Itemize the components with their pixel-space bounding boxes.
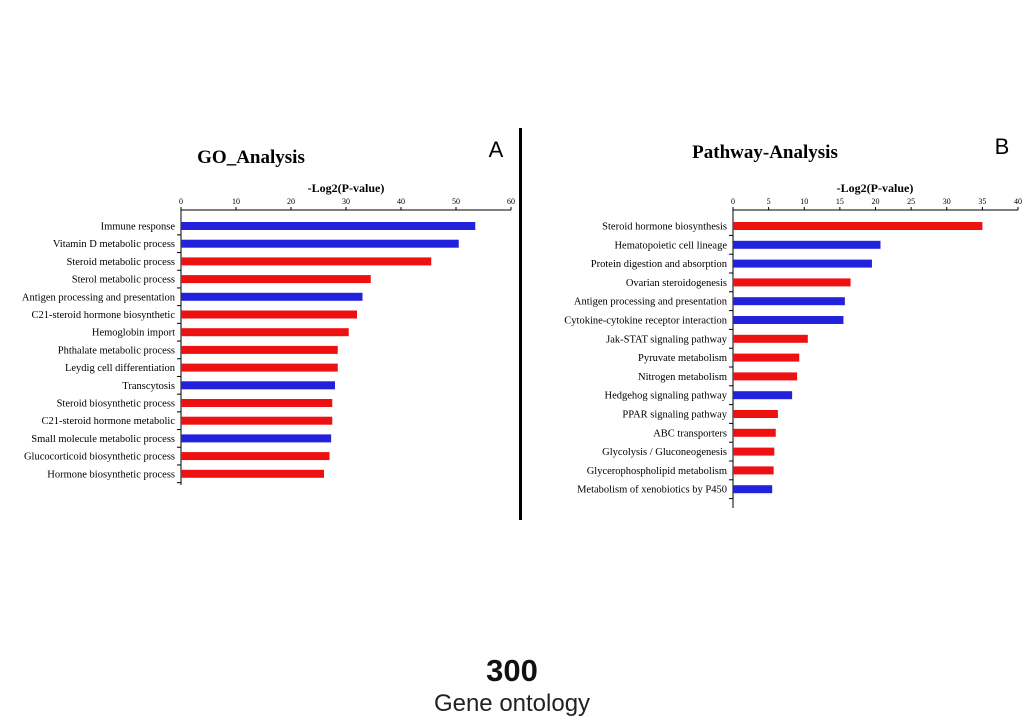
bar [181,469,324,478]
footer-number: 300 [486,653,538,688]
bar [181,399,333,407]
bar [733,316,844,324]
bar [181,345,338,354]
bar [733,428,776,437]
x-tick-label: 20 [872,197,880,206]
category-label: Hematopoietic cell lineage [614,240,727,251]
bar [733,447,775,456]
bar [733,353,800,362]
x-tick-label: 15 [836,197,844,206]
bar [181,434,332,443]
x-axis-label: -Log2(P-value) [837,181,914,195]
bar [181,381,335,390]
x-tick-label: 50 [452,197,460,206]
category-label: Steroid biosynthetic process [57,399,175,410]
x-tick-label: 20 [287,197,295,206]
category-label: Small molecule metabolic process [31,434,175,445]
category-label: Steroid hormone biosynthesis [602,222,727,233]
bar [181,328,349,337]
x-tick-label: 10 [232,197,240,206]
bar [733,334,808,343]
bar [181,222,476,230]
panel-letter: B [995,134,1010,159]
x-tick-label: 60 [507,197,515,206]
category-label: Hormone biosynthetic process [47,469,175,480]
bar [733,391,793,400]
category-label: Immune response [101,222,176,233]
chart-title: GO_Analysis [197,147,305,168]
bar [181,363,338,372]
bar [181,310,357,319]
bar [181,257,432,266]
category-label: Glycerophospholipid metabolism [587,466,727,477]
x-tick-label: 0 [731,197,735,206]
bar [733,259,872,268]
bar [733,372,798,381]
bar [181,452,330,461]
x-tick-label: 40 [397,197,405,206]
x-tick-label: 30 [342,197,350,206]
category-label: ABC transporters [653,428,727,439]
x-tick-label: 40 [1014,197,1022,206]
panel-divider [519,128,522,520]
category-label: Hemoglobin import [92,328,175,339]
bar [181,275,371,284]
category-label: Phthalate metabolic process [58,345,175,356]
category-label: Cytokine-cytokine receptor interaction [564,316,727,327]
category-label: Sterol metabolic process [72,275,175,286]
category-label: Hedgehog signaling pathway [605,391,728,402]
go-analysis-chart: A GO_Analysis -Log2(P-value) 0 10 20 30 40 50… [22,137,515,485]
x-tick-label: 25 [907,197,915,206]
category-label: Antigen processing and presentation [22,292,176,303]
category-label: PPAR signaling pathway [622,410,727,421]
x-axis-label: -Log2(P-value) [308,181,385,195]
x-tick-label: 35 [978,197,986,206]
bar [733,222,983,230]
bar [733,485,773,494]
category-label: Antigen processing and presentation [574,297,728,308]
category-label: Pyruvate metabolism [638,353,727,364]
category-label: C21-steroid hormone metabolic [41,416,175,427]
bar [733,240,881,249]
bar [181,416,333,425]
category-label: Jak-STAT signaling pathway [606,334,728,345]
category-label: C21-steroid hormone biosynthetic [32,310,176,321]
bar [733,466,774,475]
category-label: Nitrogen metabolism [638,372,727,383]
panel-letter: A [489,137,504,162]
category-label: Vitamin D metabolic process [53,239,175,250]
category-label: Ovarian steroidogenesis [626,278,727,289]
category-label: Transcytosis [122,381,175,392]
category-label: Metabolism of xenobiotics by P450 [577,485,727,496]
footer-caption: Gene ontology [433,690,591,717]
bar [733,297,845,306]
x-tick-label: 0 [179,197,183,206]
chart-title: Pathway-Analysis [692,142,838,163]
pathway-analysis-chart: B Pathway-Analysis -Log2(P-value) 0 5 10 15… [564,134,1022,508]
category-label: Glucocorticoid biosynthetic process [24,452,175,463]
bar [733,278,851,287]
x-tick-label: 10 [800,197,808,206]
category-label: Steroid metabolic process [67,257,175,268]
category-label: Leydig cell differentiation [65,363,176,374]
bar [181,239,459,248]
x-tick-label: 30 [943,197,951,206]
x-tick-label: 5 [767,197,771,206]
category-label: Protein digestion and absorption [591,259,728,270]
bar [181,292,363,301]
category-label: Glycolysis / Gluconeogenesis [602,447,727,458]
bar [733,410,778,418]
